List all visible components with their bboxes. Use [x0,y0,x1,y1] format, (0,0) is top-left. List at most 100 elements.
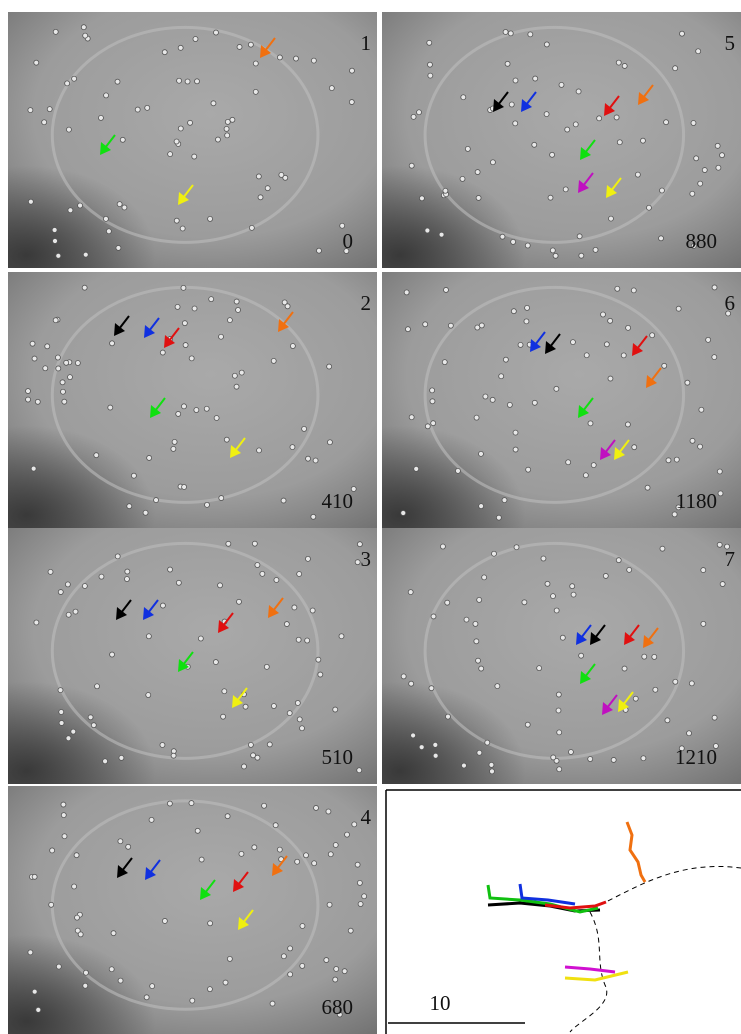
arrow-shaft [618,439,630,454]
particle [400,510,407,516]
cell-outline [423,25,686,244]
particle [160,602,166,609]
particle [82,251,89,258]
arrow-shaft [264,37,276,52]
particle [447,322,454,329]
particle [690,243,697,249]
particle [489,396,496,403]
arrow-head [218,620,229,633]
particle [296,571,303,577]
arrow-head [530,339,541,352]
particle [684,379,691,386]
particle [171,438,178,445]
particle [488,761,495,768]
particle [204,501,210,508]
particle [532,75,539,82]
particle [161,918,168,924]
particle [317,671,324,678]
arrow-head [230,445,241,458]
particle [475,195,482,201]
particle [311,860,318,867]
particle [66,126,72,133]
micrograph-panel: 4 680 [8,786,377,1034]
arrow-shaft [121,857,133,872]
track [564,965,616,974]
particle [280,497,287,504]
particle [98,115,104,121]
arrow-head [590,632,601,645]
particle [621,63,628,69]
particle [356,767,363,774]
track [518,883,576,906]
particle [570,591,577,598]
particle [167,566,173,573]
particle [507,30,514,37]
particle [58,720,65,726]
particle [49,847,56,854]
particle [80,24,87,31]
arrow-shaft [272,597,284,612]
arrow-head [178,659,189,672]
particle [672,678,679,685]
arrow-shaft [642,84,654,99]
particle [587,756,594,762]
particle [170,752,177,759]
particle [583,352,590,359]
arrow-head [150,405,161,418]
particle [41,119,48,126]
particle [512,120,519,127]
particle [576,233,583,240]
arrow-head [260,45,271,58]
track [625,821,647,883]
particle [33,619,40,626]
arrow-shaft [120,599,132,614]
particle [115,245,122,251]
particle [490,159,496,166]
particle [600,311,606,318]
arrow-head [278,319,289,332]
particle [474,169,481,175]
micrograph-panel: 10 [8,12,377,268]
particle [700,620,707,627]
arrow-head [272,863,283,876]
particle [310,57,317,64]
particle [60,812,67,819]
particle [552,252,559,259]
particle [608,215,614,222]
arrow-head [578,180,589,193]
particle [51,227,58,233]
particle [440,543,446,550]
particle [213,29,219,36]
particle [473,638,480,645]
particle [179,225,186,232]
particle [501,497,508,504]
particle [281,299,288,306]
particle [259,570,266,577]
particle [689,437,696,444]
arrow-head [604,103,615,116]
particle [513,544,520,551]
particle [208,296,215,303]
particle [110,930,117,937]
particle [83,969,89,976]
particle [634,171,641,178]
scale-label: 10 [430,991,451,1015]
particle [294,700,301,706]
cell-outline [50,541,320,760]
particle [224,119,231,125]
particle [400,673,407,680]
particle [217,582,223,589]
particle [166,800,173,807]
arrow-shaft [497,91,509,106]
arrow-head [100,142,111,155]
particle [33,59,40,66]
particle [227,317,233,324]
particle [614,285,621,292]
particle [323,957,330,963]
particle [191,153,198,160]
particle [117,838,124,845]
particle [712,743,719,749]
particle [223,125,230,132]
particle [159,742,166,748]
particle [223,436,230,443]
